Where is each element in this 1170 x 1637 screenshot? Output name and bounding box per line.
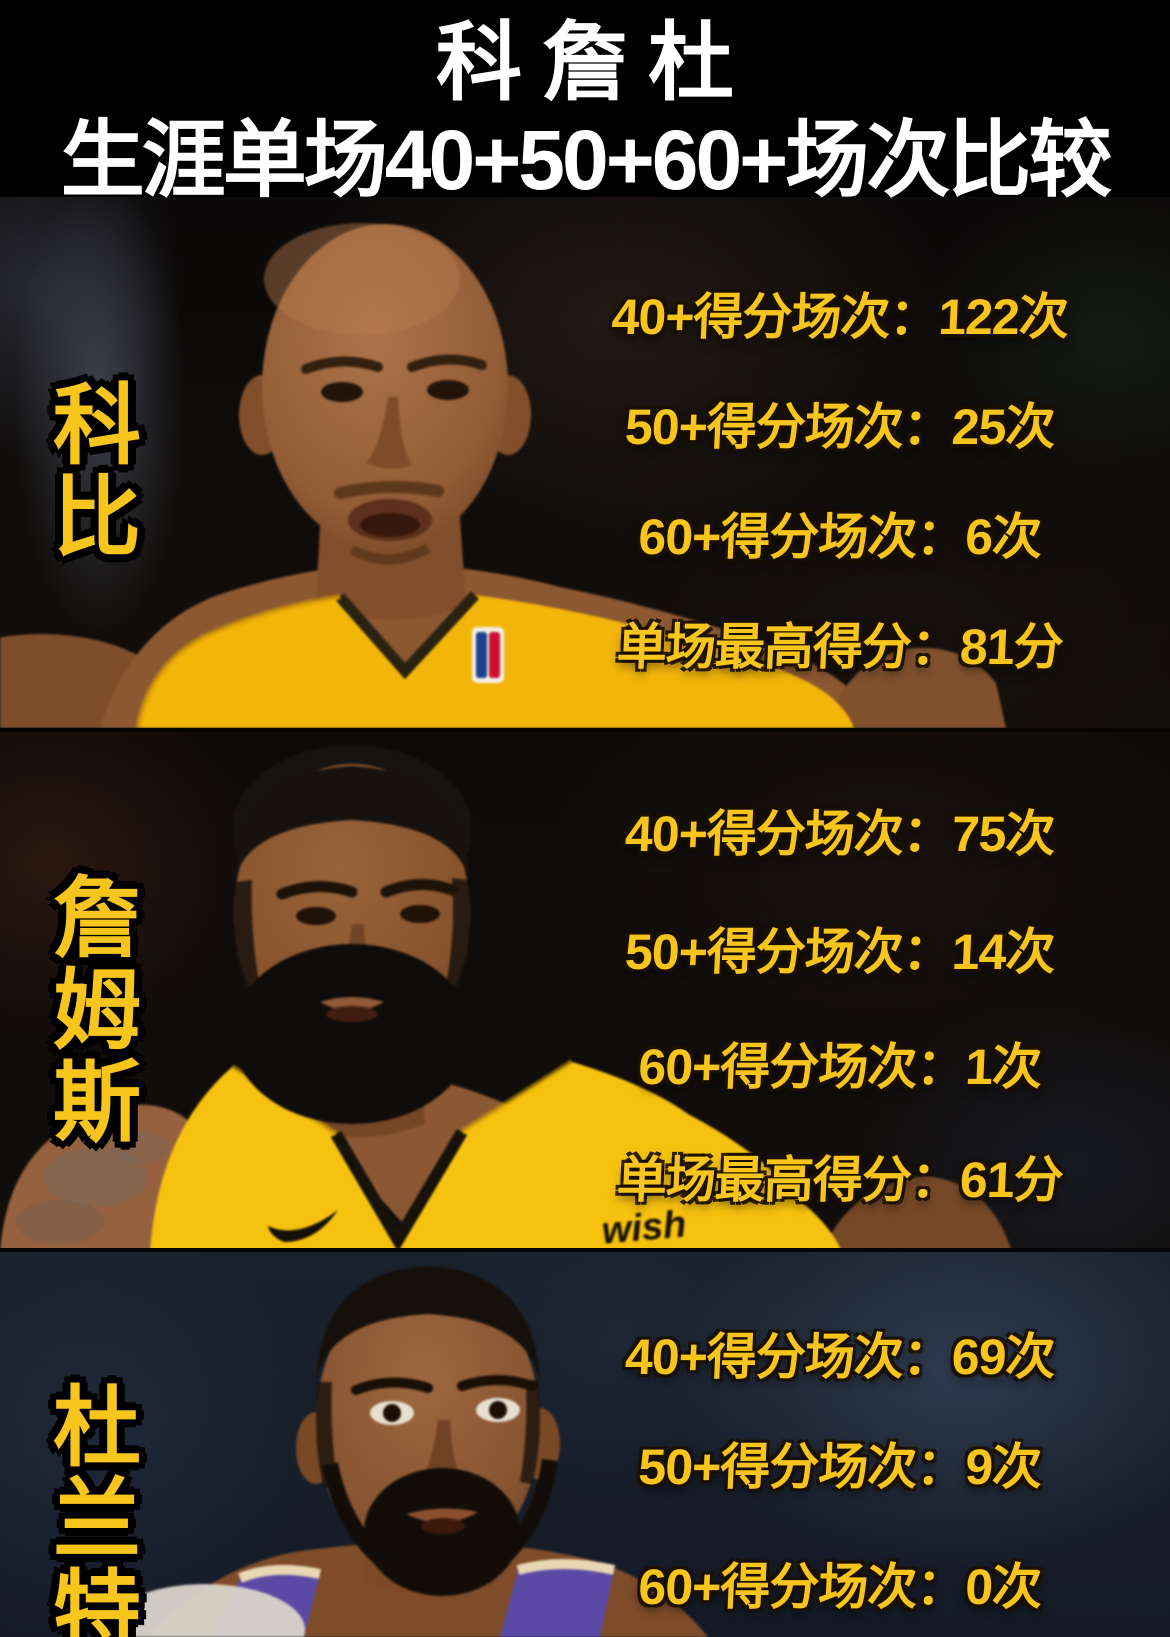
stat-line-career-high: 单场最高得分：61分 [615, 1152, 1064, 1208]
kobe-right-arm [828, 647, 1006, 728]
name-char: 兰 [52, 1470, 141, 1569]
name-char: 科 [52, 376, 141, 475]
kobe-photo-art [0, 223, 1006, 728]
jersey-wish-logo: wish [600, 1203, 688, 1252]
stat-line-40plus: 40+得分场次：75次 [623, 806, 1056, 862]
name-char: 特 [52, 1562, 141, 1637]
lebron-left-shoulder [0, 1104, 204, 1252]
player-name-lebron: 詹 姆 斯 [45, 873, 149, 1149]
title-line-1: 科詹杜 [436, 15, 754, 111]
kobe-figure [0, 223, 1006, 728]
name-char: 比 [52, 468, 141, 567]
stat-line-40plus: 40+得分场次：122次 [610, 289, 1070, 345]
title-block: 科詹杜 生涯单场40+50+60+场次比较 [0, 14, 1170, 208]
section-durant: 杜 兰 特 40+得分场次：69次 50+得分场次：9次 60+得分场次：0次 [0, 1248, 1170, 1637]
section-kobe: 科 比 40+得分场次：122次 50+得分场次：25次 60+得分场次：6次 … [0, 197, 1170, 728]
title-line-2: 生涯单场40+50+60+场次比较 [60, 113, 1112, 207]
player-name-durant: 杜 兰 特 [45, 1382, 149, 1637]
stat-line-40plus: 40+得分场次：69次 [623, 1329, 1056, 1385]
name-char: 杜 [52, 1378, 141, 1477]
stats-lebron: 40+得分场次：75次 50+得分场次：14次 60+得分场次：1次 单场最高得… [560, 732, 1120, 1252]
name-char: 姆 [52, 961, 141, 1060]
stat-line-50plus: 50+得分场次：14次 [623, 924, 1056, 980]
lebron-right-arm [822, 1176, 1012, 1252]
foreground-blur-shape [105, 1584, 305, 1637]
player-name-kobe: 科 比 [45, 380, 149, 564]
stat-line-career-high: 单场最高得分：81分 [615, 619, 1064, 675]
durant-photo-art [105, 1266, 708, 1637]
name-char: 詹 [52, 869, 141, 968]
durant-head [296, 1266, 560, 1596]
lebron-jersey: wish [150, 1059, 842, 1252]
stat-line-50plus: 50+得分场次：9次 [637, 1439, 1043, 1495]
lebron-head [232, 764, 472, 1124]
nba-logo-icon [472, 627, 504, 683]
stats-kobe: 40+得分场次：122次 50+得分场次：25次 60+得分场次：6次 单场最高… [560, 197, 1120, 728]
kobe-head [239, 223, 531, 565]
stat-line-60plus: 60+得分场次：1次 [637, 1039, 1043, 1095]
stat-line-60plus: 60+得分场次：6次 [637, 509, 1043, 565]
lebron-photo-art: wish [0, 745, 1012, 1252]
stats-durant: 40+得分场次：69次 50+得分场次：9次 60+得分场次：0次 [560, 1252, 1120, 1637]
stat-line-60plus: 60+得分场次：0次 [637, 1559, 1043, 1615]
nike-swoosh-icon [268, 1210, 338, 1242]
kobe-jersey [135, 591, 854, 728]
section-lebron: wish [0, 728, 1170, 1252]
name-char: 斯 [52, 1053, 141, 1152]
lebron-figure: wish [0, 745, 1012, 1252]
durant-figure [105, 1266, 708, 1637]
stat-line-50plus: 50+得分场次：25次 [623, 399, 1056, 455]
